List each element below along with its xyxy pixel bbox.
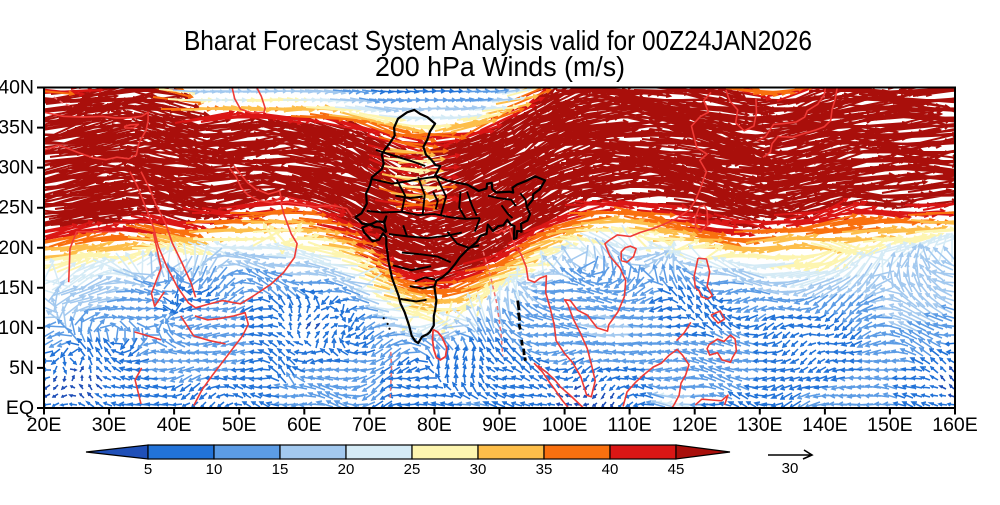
svg-text:20N: 20N	[0, 237, 34, 259]
svg-text:160E: 160E	[932, 414, 978, 436]
svg-text:40E: 40E	[157, 414, 192, 436]
svg-text:25: 25	[404, 461, 421, 478]
svg-text:110E: 110E	[608, 414, 652, 436]
svg-text:35N: 35N	[0, 117, 34, 139]
svg-text:40N: 40N	[0, 77, 34, 99]
svg-text:30: 30	[470, 461, 487, 478]
svg-text:10: 10	[206, 461, 223, 478]
svg-text:150E: 150E	[867, 414, 913, 436]
svg-text:30N: 30N	[0, 157, 34, 179]
svg-text:5: 5	[144, 461, 152, 478]
svg-text:200 hPa Winds (m/s): 200 hPa Winds (m/s)	[375, 51, 625, 82]
svg-text:15N: 15N	[0, 277, 34, 299]
svg-text:45: 45	[668, 461, 685, 478]
svg-text:80E: 80E	[417, 414, 452, 436]
svg-text:15: 15	[272, 461, 289, 478]
svg-text:40: 40	[602, 461, 619, 478]
svg-text:30: 30	[782, 460, 799, 477]
svg-text:70E: 70E	[352, 414, 387, 436]
svg-text:5N: 5N	[9, 357, 34, 379]
svg-text:90E: 90E	[482, 414, 517, 436]
svg-text:Bharat Forecast System Analysi: Bharat Forecast System Analysis valid fo…	[184, 25, 812, 56]
svg-text:10N: 10N	[0, 317, 34, 339]
svg-text:100E: 100E	[542, 414, 588, 436]
svg-text:20: 20	[338, 461, 355, 478]
svg-text:20E: 20E	[27, 414, 62, 436]
svg-text:30E: 30E	[92, 414, 127, 436]
svg-text:50E: 50E	[222, 414, 257, 436]
svg-text:140E: 140E	[802, 414, 848, 436]
svg-text:60E: 60E	[287, 414, 322, 436]
svg-text:25N: 25N	[0, 197, 34, 219]
svg-text:35: 35	[536, 461, 553, 478]
svg-text:130E: 130E	[737, 414, 783, 436]
svg-text:EQ: EQ	[6, 397, 34, 419]
svg-text:120E: 120E	[672, 414, 718, 436]
